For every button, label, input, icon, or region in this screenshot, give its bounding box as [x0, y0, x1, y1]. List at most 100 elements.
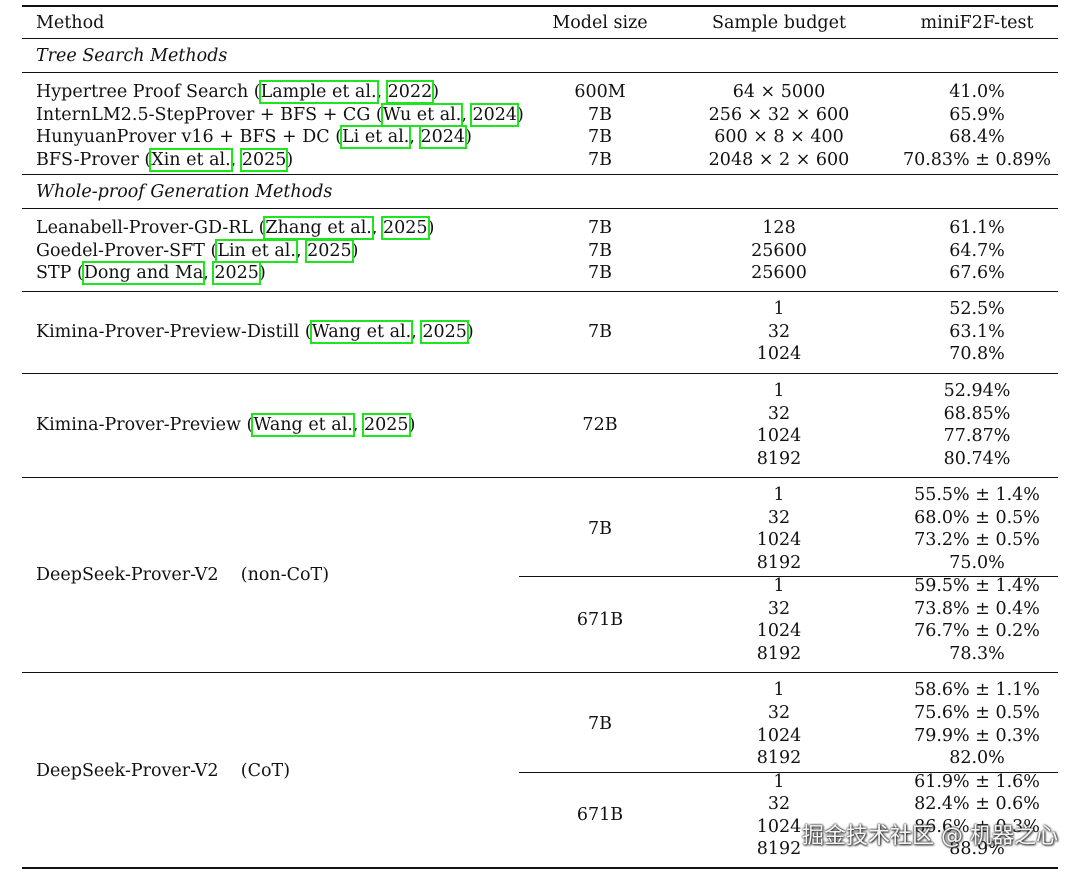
- budget-cell: 256 × 32 × 600: [708, 105, 850, 125]
- citation-link[interactable]: Zhang et al.: [263, 216, 374, 240]
- citation-year-link[interactable]: 2025: [239, 148, 289, 172]
- budget-cell: 1024: [756, 530, 802, 550]
- whole-section-rule: [22, 208, 1058, 209]
- budget-cell: 128: [762, 218, 796, 238]
- citation-year-link[interactable]: 2022: [385, 80, 435, 104]
- citation-link[interactable]: Wang et al.: [251, 413, 355, 437]
- budget-cell: 8192: [756, 748, 802, 768]
- score-cell: 68.4%: [949, 127, 1005, 147]
- score-cell: 61.1%: [949, 218, 1005, 238]
- size-cell: 671B: [576, 805, 624, 825]
- budget-cell: 1: [773, 381, 785, 401]
- budget-cell: 1024: [756, 344, 802, 364]
- budget-cell: 32: [767, 794, 791, 814]
- size-cell: 7B: [588, 105, 612, 125]
- method-row-whole-2: STP (Dong and Ma, 2025): [36, 261, 266, 285]
- citation-sep: ,: [411, 322, 423, 342]
- budget-cell: 2048 × 2 × 600: [708, 150, 850, 170]
- header-sample-budget: Sample budget: [711, 13, 847, 33]
- score-cell: 79.9% ± 0.3%: [914, 726, 1040, 746]
- citation-year-link[interactable]: 2025: [381, 216, 430, 240]
- budget-cell: 1: [773, 485, 785, 505]
- header-method: Method: [36, 13, 105, 33]
- citation-link[interactable]: Lin et al.: [215, 239, 298, 263]
- method-name: Leanabell-Prover-GD-RL (: [36, 218, 266, 238]
- citation-link[interactable]: Xin et al.: [149, 148, 233, 172]
- citation-link[interactable]: Li et al.: [340, 125, 412, 149]
- citation-year-link[interactable]: 2024: [470, 103, 520, 127]
- score-cell: 68.0% ± 0.5%: [914, 508, 1040, 528]
- score-cell: 82.4% ± 0.6%: [914, 794, 1040, 814]
- tree-section-rule: [22, 72, 1058, 73]
- method-row-kimina: Kimina-Prover-Preview (Wang et al., 2025…: [36, 413, 416, 437]
- score-cell: 76.7% ± 0.2%: [914, 621, 1040, 641]
- citation-year-link[interactable]: 2025: [305, 239, 354, 263]
- kimina-end-rule: [22, 477, 1058, 478]
- budget-cell: 8192: [756, 553, 802, 573]
- method-row-tree-3: BFS-Prover (Xin et al., 2025): [36, 148, 294, 172]
- method-row-whole-1: Goedel-Prover-SFT (Lin et al., 2025): [36, 239, 358, 263]
- citation-year-link[interactable]: 2025: [212, 261, 261, 285]
- header-rule: [22, 38, 1058, 39]
- budget-cell: 1024: [756, 726, 802, 746]
- score-cell: 52.94%: [943, 381, 1011, 401]
- budget-cell: 8192: [756, 644, 802, 664]
- score-cell: 55.5% ± 1.4%: [914, 485, 1040, 505]
- score-cell: 67.6%: [949, 263, 1005, 283]
- method-row-deepseek-cot: DeepSeek-Prover-V2 (CoT): [36, 761, 291, 781]
- budget-cell: 1: [773, 576, 785, 596]
- citation-end: ): [408, 415, 416, 435]
- size-cell: 7B: [588, 322, 612, 342]
- budget-cell: 25600: [751, 263, 807, 283]
- citation-year-link[interactable]: 2025: [362, 413, 411, 437]
- method-name: InternLM2.5-StepProver + BFS + CG (: [36, 105, 383, 125]
- budget-cell: 8192: [756, 839, 802, 859]
- citation-sep: ,: [295, 241, 308, 261]
- citation-year-link[interactable]: 2025: [420, 320, 469, 344]
- citation-end: ): [432, 82, 440, 102]
- method-name: Hypertree Proof Search (: [36, 82, 261, 102]
- citation-end: ): [286, 150, 294, 170]
- score-cell: 70.83% ± 0.89%: [902, 150, 1052, 170]
- budget-cell: 64 × 5000: [732, 82, 826, 102]
- score-cell: 70.8%: [949, 344, 1005, 364]
- method-name: BFS-Prover (: [36, 150, 152, 170]
- size-cell: 7B: [588, 150, 612, 170]
- header-metric: miniF2F-test: [920, 13, 1034, 33]
- score-cell: 77.87%: [943, 426, 1011, 446]
- score-cell: 73.2% ± 0.5%: [914, 530, 1040, 550]
- citation-link[interactable]: Dong and Ma: [81, 261, 206, 285]
- score-cell: 65.9%: [949, 105, 1005, 125]
- citation-link[interactable]: Wang et al.: [309, 320, 414, 344]
- size-cell: 7B: [588, 263, 612, 283]
- score-cell: 63.1%: [949, 322, 1005, 342]
- score-cell: 75.6% ± 0.5%: [914, 703, 1040, 723]
- noncot-mid-rule: [519, 576, 1058, 577]
- citation-link[interactable]: Lample et al.: [258, 80, 379, 104]
- citation-link[interactable]: Wu et al.: [380, 103, 464, 127]
- budget-cell: 32: [767, 508, 791, 528]
- citation-end: ): [517, 105, 524, 125]
- score-cell: 88.9%: [949, 839, 1005, 859]
- citation-year-link[interactable]: 2024: [418, 125, 468, 149]
- citation-end: ): [427, 218, 435, 238]
- cot-mid-rule: [519, 772, 1058, 773]
- score-cell: 61.9% ± 1.6%: [914, 772, 1040, 792]
- method-row-deepseek-noncot: DeepSeek-Prover-V2 (non-CoT): [36, 565, 330, 585]
- score-cell: 68.85%: [943, 404, 1011, 424]
- score-cell: 82.0%: [949, 748, 1005, 768]
- score-cell: 86.6% ± 0.3%: [914, 817, 1040, 837]
- size-cell: 7B: [588, 218, 612, 238]
- citation-sep: ,: [409, 127, 421, 147]
- score-cell: 78.3%: [949, 644, 1005, 664]
- citation-sep: ,: [371, 218, 384, 238]
- citation-end: ): [466, 322, 474, 342]
- watermark: 掘金技术社区 @ 机器之心: [802, 824, 1058, 849]
- header-model-size: Model size: [552, 13, 648, 33]
- budget-cell: 32: [767, 703, 791, 723]
- method-row-whole-0: Leanabell-Prover-GD-RL (Zhang et al., 20…: [36, 216, 435, 240]
- budget-cell: 1024: [756, 426, 802, 446]
- size-cell: 7B: [588, 241, 612, 261]
- score-cell: 59.5% ± 1.4%: [914, 576, 1040, 596]
- budget-cell: 32: [767, 322, 791, 342]
